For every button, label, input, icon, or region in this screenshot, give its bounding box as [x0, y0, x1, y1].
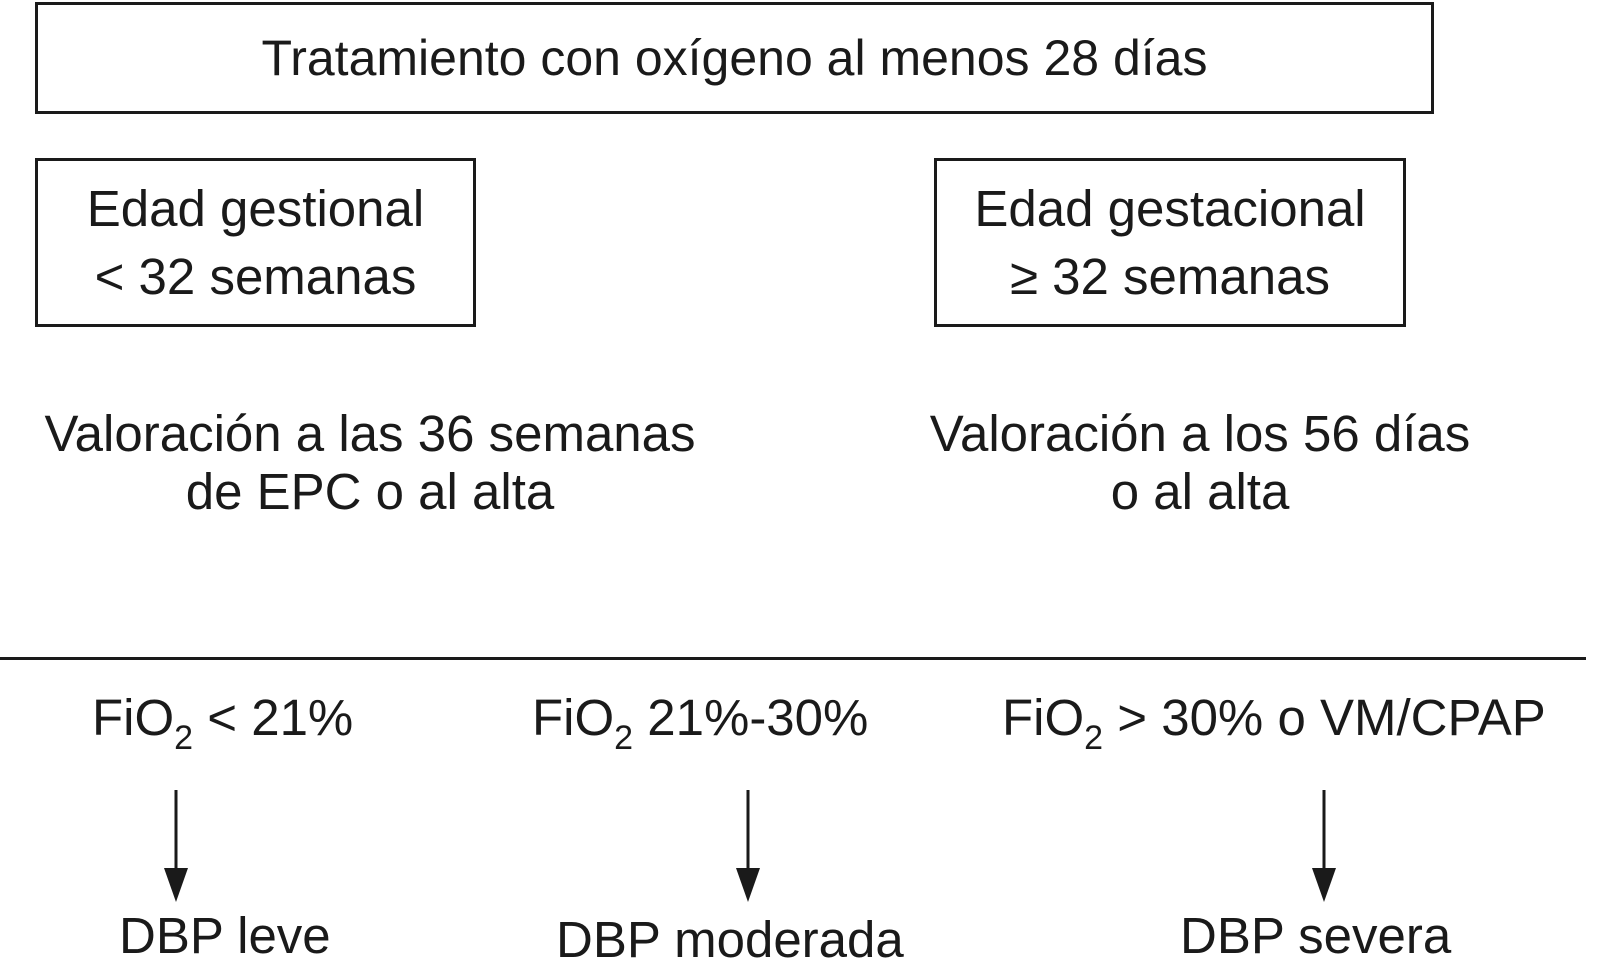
- criterion-prefix: FiO: [1002, 689, 1085, 746]
- right-box-line-2: ≥ 32 semanas: [1010, 247, 1330, 305]
- down-arrow-icon: [1312, 790, 1336, 902]
- left-note-line-2: de EPC o al alta: [185, 463, 555, 520]
- outcome-moderate-bpd: DBP moderada: [556, 911, 904, 968]
- fio2-criterion-severe: FiO2 > 30% o VM/CPAP: [1002, 686, 1546, 755]
- oxygen-treatment-box: Tratamiento con oxígeno al menos 28 días: [35, 2, 1434, 114]
- criterion-value: 21%-30%: [633, 689, 869, 746]
- criterion-value: > 30% o VM/CPAP: [1103, 689, 1546, 746]
- outcome-severe-bpd: DBP severa: [1180, 907, 1452, 964]
- left-box-line-2: < 32 semanas: [94, 247, 417, 305]
- gestational-age-under-32-box: Edad gestional < 32 semanas: [35, 158, 476, 327]
- horizontal-divider: [0, 657, 1586, 660]
- right-box-line-1: Edad gestacional: [974, 179, 1366, 237]
- fio2-criterion-moderate: FiO2 21%-30%: [532, 686, 869, 755]
- criterion-subscript: 2: [174, 719, 194, 757]
- criterion-prefix: FiO: [92, 689, 175, 746]
- outcome-mild-bpd: DBP leve: [119, 907, 331, 964]
- down-arrow-icon: [164, 790, 188, 902]
- gestational-age-32-plus-box: Edad gestacional ≥ 32 semanas: [934, 158, 1406, 327]
- right-note-line-2: o al alta: [1110, 463, 1290, 520]
- fio2-criterion-mild: FiO2 < 21%: [92, 686, 354, 755]
- assessment-56-days-note: Valoración a los 56 días o al alta: [890, 405, 1510, 521]
- criterion-subscript: 2: [614, 719, 634, 757]
- left-note-line-1: Valoración a las 36 semanas: [44, 405, 696, 462]
- criterion-value: < 21%: [193, 689, 354, 746]
- criterion-subscript: 2: [1084, 719, 1104, 757]
- left-box-line-1: Edad gestional: [86, 179, 425, 237]
- right-note-line-1: Valoración a los 56 días: [929, 405, 1471, 462]
- down-arrow-icon: [736, 790, 760, 902]
- criterion-prefix: FiO: [532, 689, 615, 746]
- oxygen-treatment-label: Tratamiento con oxígeno al menos 28 días: [261, 30, 1208, 86]
- assessment-36-weeks-note: Valoración a las 36 semanas de EPC o al …: [0, 405, 740, 521]
